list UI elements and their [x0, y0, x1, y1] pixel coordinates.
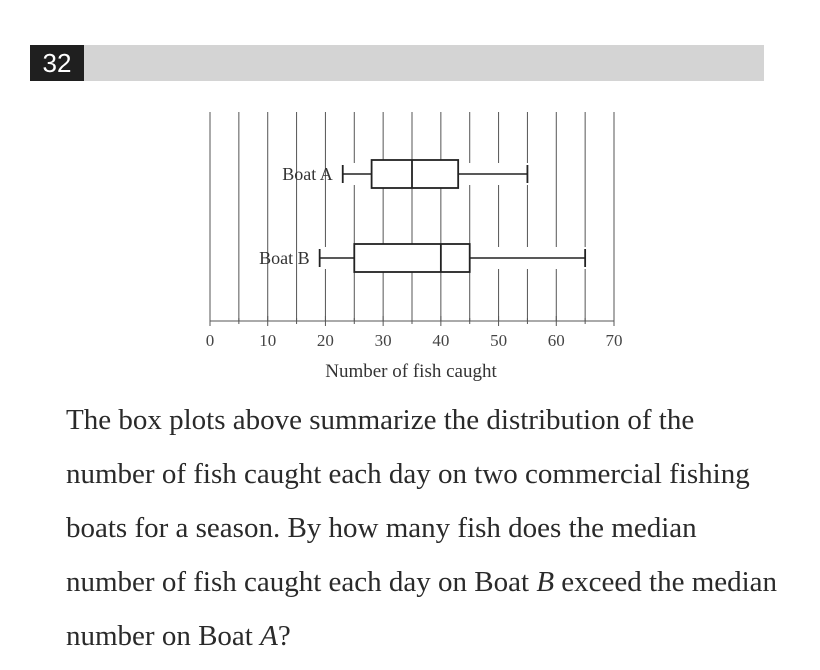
tick-label-0: 0 [206, 331, 215, 350]
question-text-part3: ? [277, 620, 291, 652]
question-text-part1: The box plots above summarize the distri… [66, 404, 750, 598]
question-var-b: B [536, 566, 555, 598]
x-axis: 0 10 20 30 40 50 60 70 [206, 316, 623, 350]
tick-label-60: 60 [548, 331, 565, 350]
series-label: Boat A [282, 164, 333, 184]
x-axis-label: Number of fish caught [325, 361, 497, 382]
tick-label-40: 40 [432, 331, 449, 350]
tick-label-20: 20 [317, 331, 334, 350]
tick-label-50: 50 [490, 331, 507, 350]
question-text-part2: exceed the median number on Boat [66, 566, 778, 652]
box-plot-chart: 0 10 20 30 40 50 60 70 Boat A Boat B Number of f… [206, 112, 623, 382]
box-plot-boat-a: Boat A [282, 159, 536, 189]
question-text: The box plots above summarize the distri… [66, 393, 786, 663]
tick-label-70: 70 [606, 331, 623, 350]
tick-label-10: 10 [259, 331, 276, 350]
question-number: 32 [30, 45, 84, 81]
iqr-box [370, 159, 460, 189]
question-header-bar: 32 [30, 45, 764, 81]
iqr-box [353, 243, 471, 273]
series-label: Boat B [259, 248, 310, 268]
box-plots: Boat A Boat B [259, 159, 594, 273]
question-var-a: A [260, 620, 278, 652]
box-plot-boat-b: Boat B [259, 243, 594, 273]
tick-label-30: 30 [375, 331, 392, 350]
grid-lines [209, 112, 615, 321]
